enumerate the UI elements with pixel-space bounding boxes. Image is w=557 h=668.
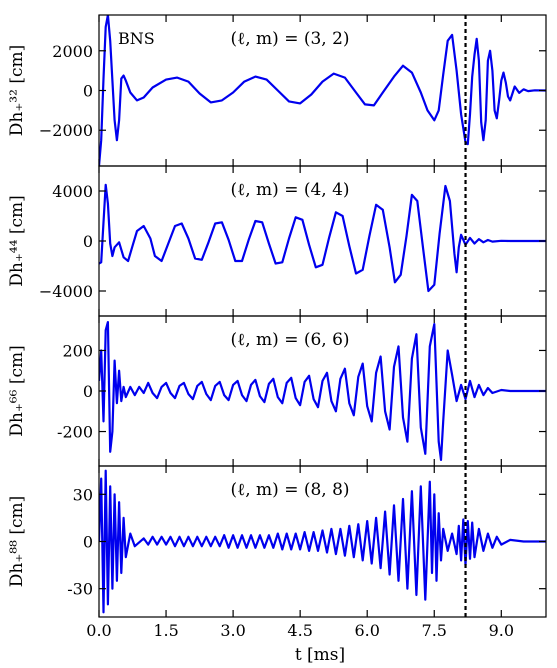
panel-title: (ℓ, m) = (8, 8) <box>230 480 349 500</box>
panel-3: -200 0 200 (ℓ, m) = (6, 6) Dh₊⁶⁶ [cm] <box>7 315 547 467</box>
y-tick-label: -200 <box>57 423 93 442</box>
panel-2: −4000 0 4000 (ℓ, m) = (4, 4) Dh₊⁴⁴ [cm] <box>7 165 547 317</box>
y-tick-label: 0 <box>83 232 93 251</box>
y-tick-label: −4000 <box>39 282 93 301</box>
y-tick-label: 2000 <box>52 42 93 61</box>
panel-title: (ℓ, m) = (4, 4) <box>230 180 349 200</box>
y-axis-label: Dh₊⁴⁴ [cm] <box>7 195 27 287</box>
x-tick-label: 1.5 <box>153 621 178 640</box>
waveform-line-panel-4 <box>99 469 546 614</box>
y-tick-label: 200 <box>62 341 93 360</box>
panel-1: −2000 0 2000 (ℓ, m) = (3, 2) Dh₊³² [cm] <box>7 14 547 167</box>
y-tick-label: 0 <box>83 533 93 552</box>
panel-title: (ℓ, m) = (6, 6) <box>230 330 349 350</box>
y-axis-label: Dh₊⁶⁶ [cm] <box>7 345 27 437</box>
panel-4: -30 0 30 (ℓ, m) = (8, 8) Dh₊⁸⁸ [cm] <box>7 465 547 618</box>
x-tick-label: 4.5 <box>287 621 312 640</box>
x-tick-label: 9.0 <box>489 621 514 640</box>
y-tick-label: 30 <box>73 485 93 504</box>
bns-label: BNS <box>118 29 155 48</box>
x-tick-label: 3.0 <box>220 621 245 640</box>
y-tick-label: -30 <box>67 580 93 599</box>
x-tick-label: 7.5 <box>422 621 447 640</box>
y-tick-label: 0 <box>83 382 93 401</box>
waveform-line-panel-2 <box>99 183 546 293</box>
waveform-line-panel-3 <box>99 321 546 461</box>
y-axis-label: Dh₊³² [cm] <box>7 45 27 137</box>
y-tick-label: −2000 <box>39 121 93 140</box>
y-tick-label: 4000 <box>52 182 93 201</box>
panel-title: (ℓ, m) = (3, 2) <box>230 29 349 49</box>
x-axis-label: t [ms] <box>295 645 345 665</box>
y-tick-label: 0 <box>83 82 93 101</box>
x-tick-label: 6.0 <box>354 621 379 640</box>
x-tick-label: 0.0 <box>86 621 111 640</box>
y-axis-label: Dh₊⁸⁸ [cm] <box>7 496 27 588</box>
waveform-line-panel-1 <box>99 15 546 166</box>
